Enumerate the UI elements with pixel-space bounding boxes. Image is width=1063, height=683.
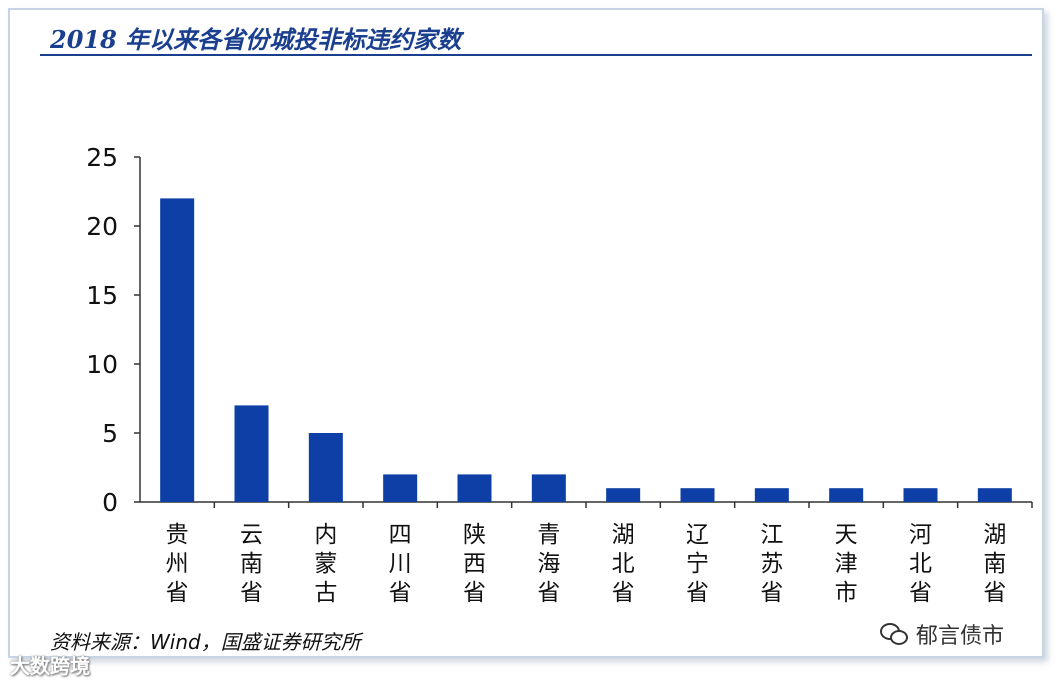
category-label: 青海省 — [537, 522, 560, 606]
chart-title: 2018 年以来各省份城投非标违约家数 — [50, 25, 462, 54]
y-tick-label: 0 — [102, 488, 118, 517]
watermark-left: 大数跨境 — [10, 650, 90, 679]
source-note: 资料来源：Wind，国盛证券研究所 — [50, 630, 361, 654]
category-label: 河北省 — [909, 522, 932, 606]
bar-12 — [977, 488, 1012, 502]
watermark-right: 郁言债市 — [880, 618, 1004, 650]
category-label: 江苏省 — [760, 522, 783, 606]
chart-axes: 0 5 10 15 20 25 — [86, 143, 1033, 517]
wechat-bubble-icon — [880, 623, 908, 645]
category-label: 湖南省 — [983, 522, 1006, 606]
bar-3 — [308, 433, 343, 502]
bar-6 — [531, 474, 566, 502]
category-label: 天津市 — [835, 522, 858, 606]
category-label: 陕西省 — [463, 522, 486, 606]
category-label: 云南省 — [240, 522, 263, 606]
bar-11 — [903, 488, 938, 502]
bar-1 — [160, 198, 195, 502]
category-label: 四川省 — [389, 522, 412, 606]
bar-10 — [829, 488, 864, 502]
bar-9 — [754, 488, 789, 502]
chart-bars — [160, 198, 1012, 502]
category-label: 辽宁省 — [686, 522, 709, 606]
category-label: 贵州省 — [166, 522, 189, 606]
bar-4 — [383, 474, 418, 502]
bar-2 — [234, 405, 269, 502]
bar-5 — [457, 474, 492, 502]
watermark-left-text: 大数跨境 — [10, 654, 90, 678]
title-divider — [40, 54, 1032, 56]
watermark-right-text: 郁言债市 — [916, 624, 1005, 649]
y-tick-label: 25 — [86, 143, 118, 172]
category-label: 内蒙古 — [314, 522, 337, 606]
chart-category-labels: 贵州省 云南省 内蒙古 四川省 陕西省 青海省 湖北省 辽宁省 江苏省 天津市 河北省 湖南省 — [166, 522, 1007, 606]
bar-8 — [680, 488, 715, 502]
y-tick-label: 20 — [86, 212, 118, 241]
y-tick-label: 5 — [102, 419, 118, 448]
bar-7 — [606, 488, 641, 502]
category-label: 湖北省 — [612, 522, 635, 606]
y-tick-label: 10 — [86, 350, 118, 379]
y-tick-label: 15 — [86, 281, 118, 310]
